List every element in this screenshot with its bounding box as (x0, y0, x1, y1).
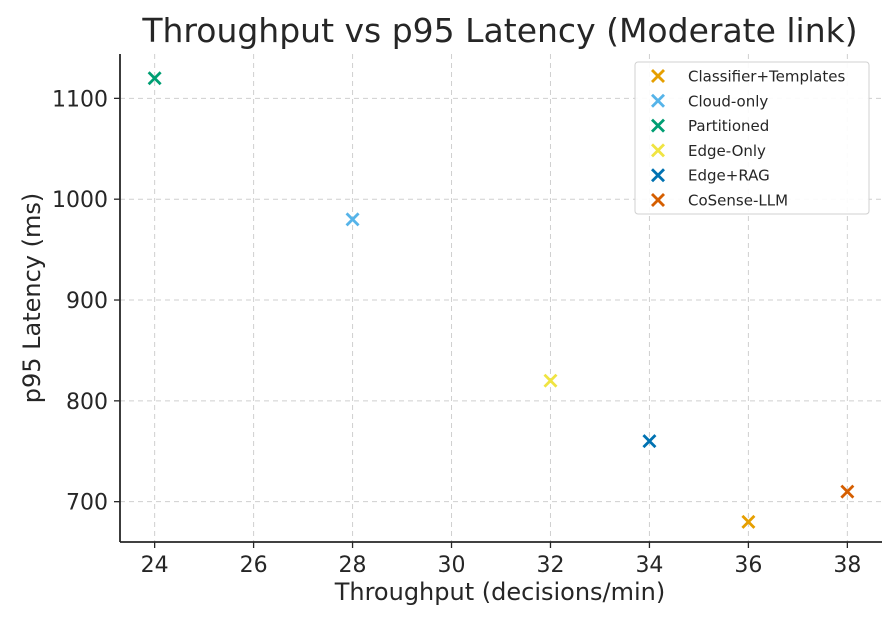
x-tick-label: 36 (734, 553, 762, 578)
legend: Classifier+Templates Cloud-only Partitione… (634, 61, 870, 215)
x-axis-label: Throughput (decisions/min) (334, 578, 666, 606)
legend-label-partitioned: Partitioned (688, 117, 769, 135)
legend-label-edge-rag: Edge+RAG (688, 167, 770, 185)
x-tick-label: 34 (635, 553, 663, 578)
legend-label-edge-only: Edge-Only (688, 142, 766, 160)
x-tick-label: 30 (438, 553, 466, 578)
y-axis-label: p95 Latency (ms) (18, 193, 46, 404)
x-tick-label: 32 (536, 553, 564, 578)
y-ticks: 700 800 900 1000 1100 (52, 87, 120, 516)
point-cloud-only (345, 212, 360, 227)
point-edge-rag (642, 434, 657, 449)
legend-marker-edge-rag (651, 168, 665, 183)
x-tick-label: 24 (141, 553, 169, 578)
legend-marker-classifier-templates (651, 69, 665, 83)
x-tick-label: 38 (833, 553, 861, 578)
y-tick-label: 700 (66, 491, 108, 516)
y-tick-label: 800 (66, 390, 108, 415)
legend-marker-cosense-llm (651, 193, 665, 207)
legend-marker-edge-only (651, 143, 665, 158)
point-cosense-llm (840, 484, 855, 499)
y-tick-label: 1100 (52, 87, 108, 112)
y-tick-label: 1000 (52, 188, 108, 213)
point-partitioned (147, 71, 162, 86)
data-points (147, 71, 855, 529)
axes (119, 54, 882, 543)
y-tick-label: 900 (66, 289, 108, 314)
x-ticks: 24 26 28 30 32 34 36 38 (141, 542, 861, 578)
x-tick-label: 28 (339, 553, 367, 578)
point-edge-only (543, 373, 558, 388)
legend-label-classifier-templates: Classifier+Templates (688, 68, 845, 86)
legend-marker-partitioned (651, 118, 665, 133)
legend-label-cosense-llm: CoSense-LLM (688, 192, 788, 210)
point-classifier-templates (741, 514, 756, 529)
chart-title: Throughput vs p95 Latency (Moderate link… (141, 11, 857, 50)
legend-marker-cloud-only (651, 93, 665, 108)
x-tick-label: 26 (240, 553, 268, 578)
legend-label-cloud-only: Cloud-only (688, 92, 768, 110)
legend-box (634, 61, 870, 215)
